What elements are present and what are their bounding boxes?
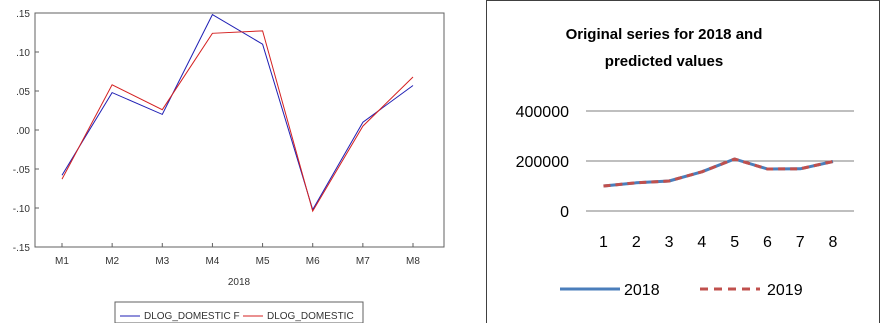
x-tick-label: M6 — [306, 256, 320, 267]
x-tick-label: 3 — [665, 234, 674, 251]
legend-box — [114, 301, 364, 323]
y-tick-label: -.10 — [13, 204, 31, 215]
y-tick-label: 200000 — [516, 154, 569, 171]
plot-frame — [34, 12, 445, 248]
x-tick-label: 5 — [730, 234, 739, 251]
x-axis-label: 2018 — [228, 277, 251, 288]
x-tick-label: 4 — [697, 234, 706, 251]
x-tick-label: M4 — [205, 256, 219, 267]
excel-prediction-chart: Original series for 2018 and predicted v… — [516, 26, 854, 299]
x-tick-label: M3 — [155, 256, 169, 267]
chart-title-line-1: Original series for 2018 and — [566, 26, 763, 43]
chart-title-line-2: predicted values — [605, 53, 723, 70]
y-tick-label: -.05 — [13, 165, 31, 176]
legend-label-forecast: DLOG_DOMESTIC F — [144, 311, 240, 322]
y-tick-label: -.15 — [13, 243, 31, 254]
x-tick-label: 8 — [829, 234, 838, 251]
y-tick-label: 0 — [560, 204, 569, 221]
y-tick-label: .00 — [16, 126, 30, 137]
y-tick-label: .15 — [16, 9, 30, 20]
y-tick-label: 400000 — [516, 104, 569, 121]
x-tick-label: 1 — [599, 234, 608, 251]
x-tick-label: 6 — [763, 234, 772, 251]
legend-label-2018: 2018 — [624, 282, 660, 299]
series-line-actual — [61, 30, 414, 213]
series-line-2019 — [603, 157, 834, 188]
x-tick-label: M1 — [55, 256, 69, 267]
x-tick-label: 2 — [632, 234, 641, 251]
eviews-forecast-chart: .15 .10 .05 .00 -.05 -.10 -.15 M1 M2 M3 M4 M5 M6 M7 M… — [13, 9, 445, 323]
x-tick-label: M5 — [256, 256, 270, 267]
x-tick-label: M2 — [105, 256, 119, 267]
x-tick-label: M8 — [406, 256, 420, 267]
y-tick-label: .05 — [16, 87, 30, 98]
series-line-2018 — [603, 157, 834, 188]
series-line-forecast — [61, 13, 414, 211]
x-tick-label: M7 — [356, 256, 370, 267]
legend-label-actual: DLOG_DOMESTIC — [267, 311, 354, 322]
x-tick-label: 7 — [796, 234, 805, 251]
y-tick-label: .10 — [16, 48, 30, 59]
legend-label-2019: 2019 — [767, 282, 803, 299]
